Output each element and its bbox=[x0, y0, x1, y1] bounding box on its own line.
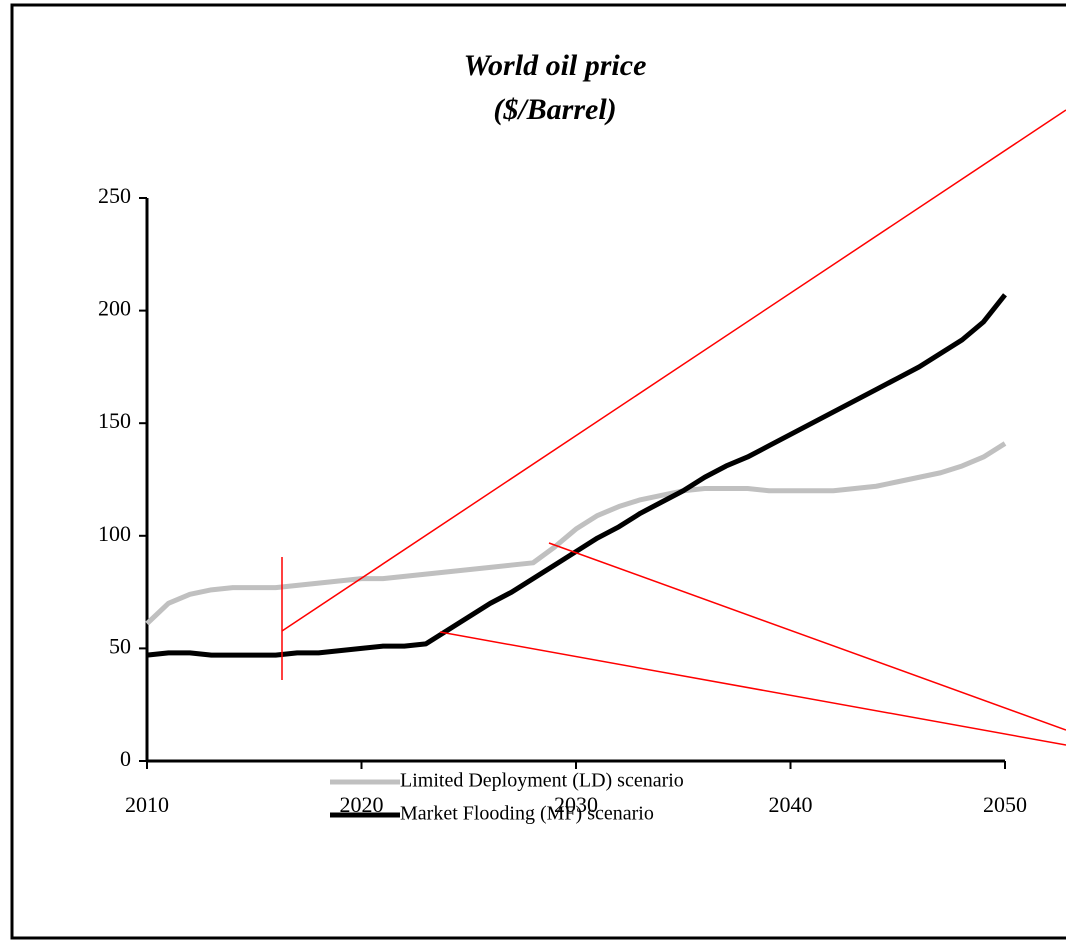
chart-subtitle: ($/Barrel) bbox=[493, 93, 616, 126]
chart-title: World oil price bbox=[464, 49, 647, 82]
y-tick-label: 250 bbox=[98, 183, 131, 208]
annotation-line bbox=[548, 542, 1066, 731]
annotation-line bbox=[439, 631, 1066, 746]
frame bbox=[10, 3, 1066, 940]
x-tick-label: 2030 bbox=[554, 792, 598, 817]
x-tick-label: 2050 bbox=[983, 792, 1027, 817]
x-tick-label: 2010 bbox=[125, 792, 169, 817]
y-tick-label: 50 bbox=[109, 633, 131, 658]
y-tick-label: 0 bbox=[120, 746, 131, 771]
annotation-line bbox=[281, 109, 1066, 632]
legend-label: Market Flooding (MF) scenario bbox=[400, 803, 654, 825]
annotation-lines bbox=[281, 109, 1066, 746]
x-tick-label: 2040 bbox=[769, 792, 813, 817]
series-line bbox=[146, 293, 1007, 658]
y-tick-label: 150 bbox=[98, 408, 131, 433]
y-tick-label: 200 bbox=[98, 296, 131, 321]
y-tick-label: 100 bbox=[98, 521, 131, 546]
legend-label: Limited Deployment (LD) scenario bbox=[400, 770, 684, 792]
series-line bbox=[145, 441, 1007, 626]
